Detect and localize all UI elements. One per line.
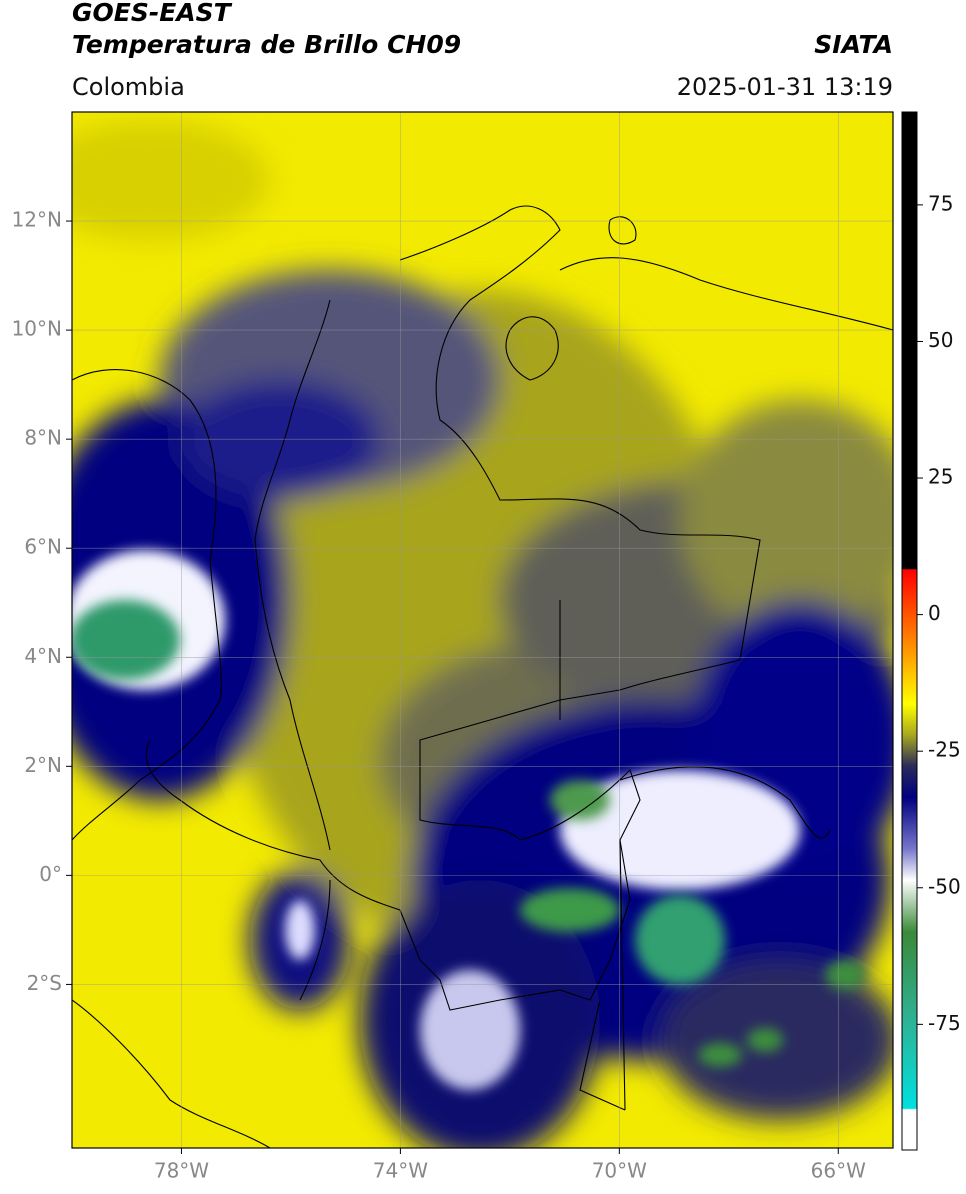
y-tick-label: 2°N (24, 753, 62, 777)
y-tick-label: 12°N (12, 208, 62, 232)
x-tick-label: 78°W (154, 1159, 209, 1183)
y-tick-label: 8°N (24, 426, 62, 450)
subtitle: Temperatura de Brillo CH09 (72, 30, 461, 59)
x-tick-label: 74°W (373, 1159, 428, 1183)
x-tick-label: 66°W (811, 1159, 866, 1183)
x-tick-label: 70°W (592, 1159, 647, 1183)
map-frame (71, 111, 894, 1149)
colorbar-tick-label: 0 (928, 601, 941, 625)
y-tick-label: 6°N (24, 535, 62, 559)
colorbar-tick-label: -25 (928, 738, 961, 762)
y-tick-label: 10°N (12, 317, 62, 341)
title: GOES-EAST (72, 0, 233, 27)
grid (72, 112, 893, 1148)
colorbar-tick-label: -50 (928, 874, 961, 898)
region: Colombia (72, 73, 185, 101)
timestamp: 2025-01-31 13:19 (677, 73, 893, 101)
colorbar-tick-label: 25 (928, 465, 953, 489)
source: SIATA (814, 30, 893, 59)
borders (72, 205, 893, 1148)
colorbar-tick-label: 75 (928, 191, 953, 215)
satellite-image (72, 112, 893, 1148)
y-tick-label: 0° (39, 862, 62, 886)
colorbar-tick-label: 50 (928, 328, 953, 352)
y-tick-label: 2°S (27, 971, 62, 995)
colorbar-tick-label: -75 (928, 1011, 961, 1035)
colorbar (901, 111, 918, 1151)
y-tick-label: 4°N (24, 644, 62, 668)
